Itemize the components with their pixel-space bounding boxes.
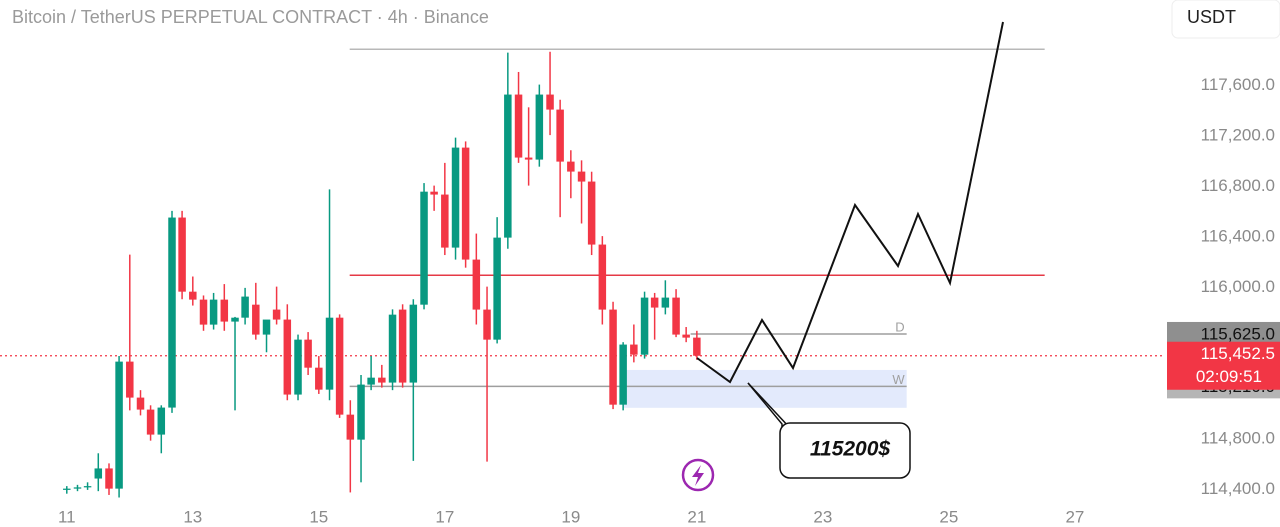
plot-area: DW	[0, 48, 1165, 498]
candle-body	[252, 304, 260, 335]
candle-body	[146, 409, 155, 435]
x-tick-label: 19	[561, 507, 580, 526]
candle-body	[73, 487, 82, 489]
y-tick-label: 116,800.0	[1201, 176, 1275, 195]
candle-body	[441, 194, 449, 248]
candle-body	[514, 94, 523, 158]
candle-body	[378, 377, 386, 383]
candle-body	[335, 317, 344, 415]
candle-body	[682, 334, 690, 338]
candle-body	[661, 297, 670, 308]
callout-box	[779, 422, 911, 479]
candle-body	[304, 339, 312, 368]
x-tick-label: 13	[183, 507, 202, 526]
x-tick-label: 17	[435, 507, 454, 526]
candle-body	[388, 314, 397, 383]
candle-body	[693, 337, 701, 356]
candle-body	[598, 244, 607, 310]
y-tick-label: 116,400.0	[1201, 227, 1275, 246]
candle-body	[587, 181, 596, 245]
candle-body	[483, 309, 491, 340]
y-tick-label: 116,000.0	[1201, 277, 1275, 296]
chart-title: Bitcoin / TetherUS PERPETUAL CONTRACT · …	[12, 7, 489, 27]
y-tick-label: 117,200.0	[1201, 126, 1275, 145]
candle-body	[157, 407, 166, 435]
candle-body	[199, 299, 208, 325]
candle-body	[272, 309, 281, 320]
candle-body	[420, 191, 428, 305]
y-tick-label: 114,800.0	[1201, 429, 1275, 448]
candle-body	[640, 297, 649, 355]
candle-body	[231, 317, 239, 322]
candle-body	[524, 157, 533, 160]
lightning-icon[interactable]	[681, 458, 715, 492]
candle-body	[136, 397, 145, 410]
candle-body	[609, 309, 617, 405]
currency-label[interactable]: USDT	[1187, 7, 1236, 27]
x-tick-label: 11	[58, 507, 76, 526]
price-tag-label: 115,625.0	[1201, 324, 1275, 343]
candle-body	[115, 361, 123, 489]
candle-body	[535, 94, 544, 160]
candle-body	[346, 414, 355, 440]
candle-body	[241, 296, 249, 318]
candle-body	[262, 319, 271, 335]
x-tick-label: 27	[1065, 507, 1084, 526]
x-tick-label: 23	[813, 507, 832, 526]
currency-button[interactable]	[1171, 0, 1280, 39]
candle-body	[325, 317, 334, 390]
candle-body	[83, 486, 92, 488]
candle-body	[168, 217, 176, 408]
candle-body	[178, 217, 186, 292]
current-price-tag	[1167, 341, 1280, 390]
countdown-label: 02:09:51	[1196, 367, 1262, 386]
price-line-name: W	[892, 372, 905, 387]
candle-body	[493, 237, 501, 340]
candle-body	[504, 94, 512, 238]
candle-body	[577, 171, 586, 182]
candle-body	[430, 191, 438, 195]
x-tick-label: 21	[687, 507, 706, 526]
candle-body	[63, 488, 71, 490]
candle-body	[650, 297, 659, 308]
candle-body	[126, 361, 134, 398]
candle-body	[619, 344, 627, 405]
candle-body	[209, 299, 218, 325]
candle-body	[461, 147, 470, 260]
icon-bolt[interactable]	[692, 465, 704, 486]
candle-body	[220, 299, 229, 322]
candle-body	[315, 367, 323, 390]
y-tick-label: 117,600.0	[1201, 75, 1275, 94]
callout-text: 115200$	[810, 438, 891, 461]
x-tick-label: 15	[309, 507, 328, 526]
price-line-name: D	[895, 319, 904, 334]
y-tick-label: 114,400.0	[1201, 479, 1275, 498]
candle-body	[409, 304, 418, 383]
candle-body	[283, 319, 292, 395]
candle-body	[94, 468, 103, 479]
projection-path	[696, 21, 1004, 384]
candle-body	[567, 161, 575, 172]
candle-body	[451, 147, 460, 248]
candle-body	[546, 94, 554, 110]
candle-body	[630, 344, 638, 355]
candle-body	[472, 259, 481, 310]
candle-body	[189, 291, 197, 300]
x-tick-label: 25	[939, 507, 958, 526]
candle-body	[357, 384, 365, 440]
candle-body	[398, 309, 407, 383]
current-price-label: 115,452.5	[1201, 344, 1275, 363]
candle-body	[556, 109, 564, 162]
candle-body	[105, 468, 113, 489]
candle-body	[672, 297, 680, 335]
candle-body	[294, 339, 302, 395]
candle-body	[367, 377, 375, 385]
